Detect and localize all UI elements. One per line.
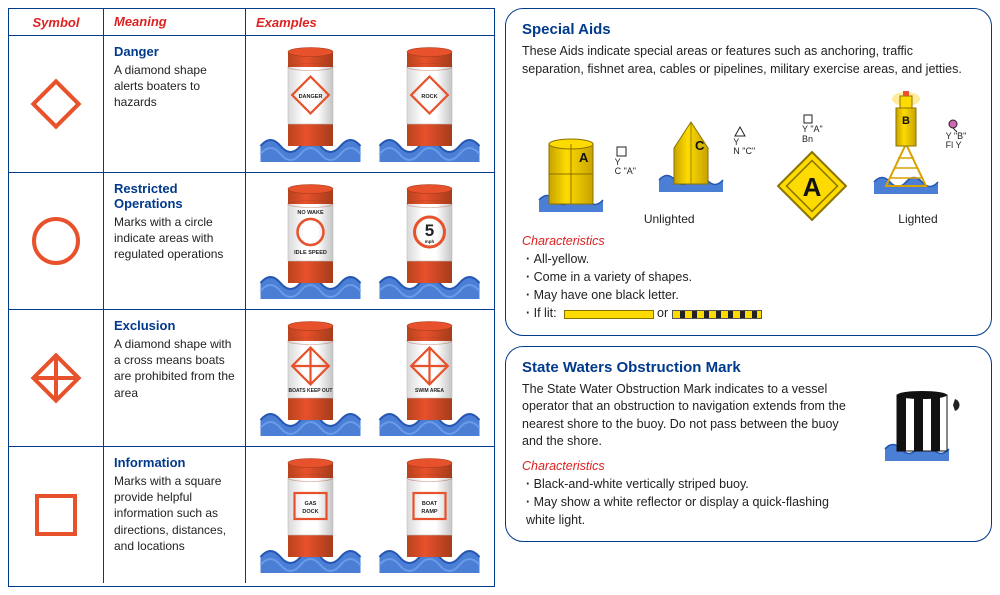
svg-text:B: B xyxy=(902,115,910,127)
buoy-speed: 5mph xyxy=(377,179,482,303)
buoy-boatramp: BOAT RAMP xyxy=(377,453,482,577)
danger-desc: A diamond shape alerts boaters to hazard… xyxy=(114,62,235,111)
row-danger: Danger A diamond shape alerts boaters to… xyxy=(9,35,494,172)
buoy-swim: SWIM AREA xyxy=(377,316,482,440)
svg-text:SWIM AREA: SWIM AREA xyxy=(415,388,444,394)
can-shape-icon xyxy=(615,144,629,158)
svg-text:IDLE SPEED: IDLE SPEED xyxy=(294,250,327,256)
diamond-cross-icon xyxy=(28,350,84,406)
yellow-lighted-buoy-icon: B xyxy=(870,88,942,206)
special-text: These Aids indicate special areas or fea… xyxy=(522,43,975,78)
header-examples: Examples xyxy=(256,15,317,30)
svg-text:5: 5 xyxy=(425,221,434,240)
special-aids-graphics: A Y C "A" C xyxy=(522,88,975,226)
obstruction-title: State Waters Obstruction Mark xyxy=(522,359,975,376)
svg-text:C: C xyxy=(695,138,705,153)
danger-title: Danger xyxy=(114,44,235,59)
obstruction-char-list: Black-and-white vertically striped buoy.… xyxy=(522,475,861,529)
diamond-icon xyxy=(28,76,84,132)
light-shape-icon xyxy=(946,118,960,132)
svg-text:DOCK: DOCK xyxy=(302,509,318,515)
svg-text:ROCK: ROCK xyxy=(421,94,437,100)
svg-text:mph: mph xyxy=(425,239,435,244)
buoy-nowake: NO WAKE IDLE SPEED xyxy=(258,179,363,303)
nun-shape-icon xyxy=(733,124,747,138)
dashed-light-pattern xyxy=(672,310,762,319)
yellow-can-icon: A xyxy=(531,126,611,226)
circle-icon xyxy=(28,213,84,269)
special-title: Special Aids xyxy=(522,21,975,38)
svg-text:RAMP: RAMP xyxy=(421,509,438,515)
yellow-nun-icon: C xyxy=(653,106,729,206)
special-char-list: All-yellow. Come in a variety of shapes.… xyxy=(522,250,975,323)
buoy-keepout: BOATS KEEP OUT xyxy=(258,316,363,440)
solid-light-pattern xyxy=(564,310,654,319)
row-restricted: Restricted Operations Marks with a circl… xyxy=(9,172,494,309)
info-title: Information xyxy=(114,455,235,470)
obstruction-char-heading: Characteristics xyxy=(522,459,861,473)
svg-text:NO WAKE: NO WAKE xyxy=(297,210,324,216)
lighted-label: Lighted xyxy=(898,212,937,226)
unlighted-label: Unlighted xyxy=(644,212,695,226)
exclusion-title: Exclusion xyxy=(114,318,235,333)
obstruction-panel: State Waters Obstruction Mark The State … xyxy=(505,346,992,542)
table-header-row: Symbol Meaning Examples xyxy=(9,9,494,35)
obstruction-text: The State Water Obstruction Mark indicat… xyxy=(522,381,861,451)
svg-text:A: A xyxy=(579,150,589,165)
svg-text:BOATS KEEP OUT: BOATS KEEP OUT xyxy=(289,388,333,394)
buoy-danger-2: ROCK xyxy=(377,42,482,166)
header-meaning: Meaning xyxy=(114,14,167,29)
restricted-title: Restricted Operations xyxy=(114,181,235,211)
striped-buoy-icon xyxy=(875,381,975,477)
row-info: Information Marks with a square provide … xyxy=(9,446,494,583)
svg-text:A: A xyxy=(803,172,822,202)
special-aids-panel: Special Aids These Aids indicate special… xyxy=(505,8,992,336)
yellow-daymark-icon: A xyxy=(772,146,852,226)
buoy-danger-1: DANGER xyxy=(258,42,363,166)
restricted-desc: Marks with a circle indicate areas with … xyxy=(114,214,235,263)
buoy-gasdock: GAS DOCK xyxy=(258,453,363,577)
exclusion-desc: A diamond shape with a cross means boats… xyxy=(114,336,235,401)
svg-text:DANGER: DANGER xyxy=(299,94,323,100)
special-char-heading: Characteristics xyxy=(522,234,975,248)
svg-text:GAS: GAS xyxy=(305,501,317,507)
square-icon xyxy=(28,487,84,543)
info-desc: Marks with a square provide helpful info… xyxy=(114,473,235,554)
row-exclusion: Exclusion A diamond shape with a cross m… xyxy=(9,309,494,446)
svg-text:BOAT: BOAT xyxy=(422,501,438,507)
header-symbol: Symbol xyxy=(33,15,80,30)
regulatory-marks-table: Symbol Meaning Examples Danger A diamond… xyxy=(8,8,495,587)
